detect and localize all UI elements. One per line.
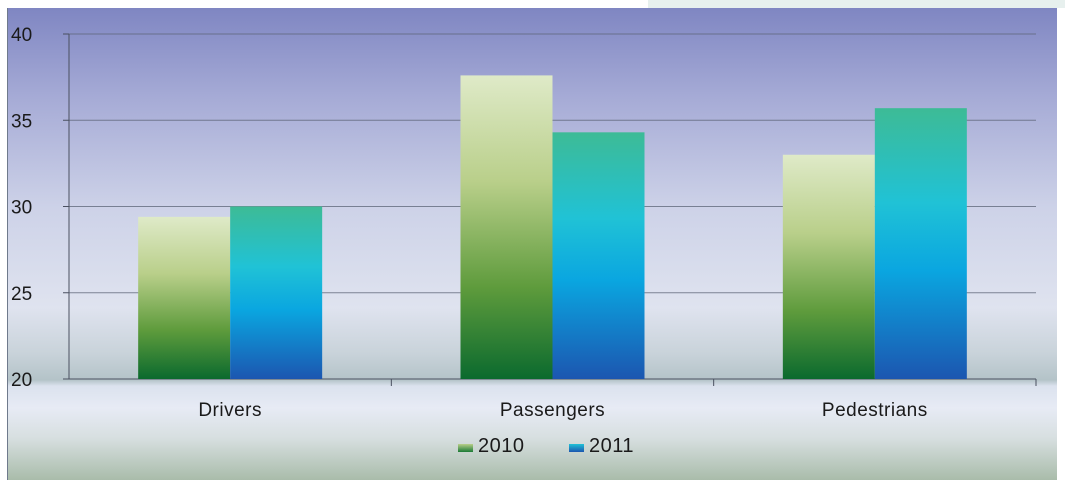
y-tick-label: 35 [11,111,32,132]
x-tick-label: Drivers [198,400,262,421]
bar-2010-pedestrians [782,154,875,379]
top-strip-tint [648,0,1065,8]
y-tick-label: 25 [11,284,32,305]
legend-swatch-2010 [458,444,473,452]
bar-2010-passengers [460,75,553,380]
top-strip [0,0,1065,8]
x-tick-label: Pedestrians [822,400,928,421]
legend-swatch-2011 [569,444,584,452]
legend-label: 2010 [478,435,525,457]
x-tick-labels: Drivers Passengers Pedestrians [198,400,927,421]
bar-2011-drivers [230,206,323,379]
y-tick-label: 20 [11,370,32,391]
legend-label: 2011 [589,435,634,457]
x-tick-label: Passengers [500,400,605,421]
legend: 2010 2011 [458,435,634,457]
bar-2011-passengers [552,132,645,379]
y-tick-label: 30 [11,198,32,219]
bars [138,75,967,380]
bar-2010-drivers [138,216,231,379]
y-tick-label: 40 [11,25,32,46]
y-tick-labels: 20 25 30 35 40 [11,25,32,391]
bar-2011-pedestrians [874,108,967,380]
